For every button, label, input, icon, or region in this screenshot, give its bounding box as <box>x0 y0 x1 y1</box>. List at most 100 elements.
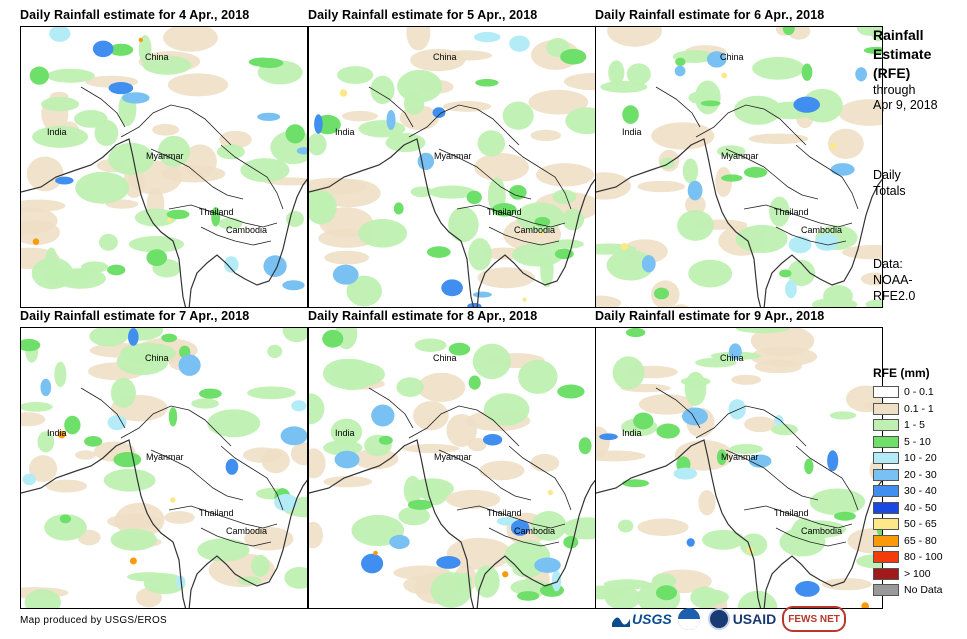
rain-area-blue <box>223 256 239 273</box>
rain-area-green <box>309 393 325 425</box>
rain-area-tan <box>845 385 882 413</box>
rain-area-green-dark <box>107 264 126 276</box>
rain-area-tan <box>638 394 694 415</box>
country-border <box>220 144 284 210</box>
rain-area-green-dark <box>863 46 882 54</box>
rain-area-green <box>41 97 80 112</box>
rain-area-blue <box>681 407 708 426</box>
rain-area-blue <box>728 343 742 360</box>
legend-item: 0 - 0.1 <box>873 384 943 401</box>
rain-area-hotspot <box>32 238 40 245</box>
rain-area-green <box>801 88 843 123</box>
rain-area-blue <box>827 450 839 472</box>
rain-area-blue <box>22 473 37 486</box>
rain-area-tan <box>290 442 307 466</box>
usgs-logo: USGS <box>612 607 672 631</box>
rain-area-green <box>739 533 768 557</box>
rain-area-green <box>110 528 157 551</box>
rain-area-green <box>769 196 790 227</box>
coastline <box>763 178 882 307</box>
country-border <box>150 148 244 200</box>
rain-area-green <box>787 259 816 287</box>
rain-area-tan <box>715 166 733 197</box>
rain-area-green-dark <box>621 479 649 488</box>
rain-area-green-dark <box>720 174 743 182</box>
rain-area-green <box>659 157 675 169</box>
rain-area-tan <box>164 511 195 524</box>
rain-area-blue <box>482 433 503 446</box>
rain-area-tan <box>838 99 882 126</box>
legend-swatch <box>873 518 899 531</box>
rainfall-panel-apr4: Daily Rainfall estimate for 4 Apr., 2018… <box>20 4 308 309</box>
country-border <box>795 445 859 511</box>
rain-area-green <box>729 444 763 455</box>
rain-area-blue <box>291 400 307 412</box>
legend-item: 80 - 100 <box>873 549 943 566</box>
rain-area-green <box>396 377 424 398</box>
rain-area-tan <box>731 374 762 385</box>
usgs-wave-icon <box>612 617 630 627</box>
legend-label: 0.1 - 1 <box>904 402 934 415</box>
rain-area-green <box>428 185 475 199</box>
rain-area-tan <box>438 50 493 61</box>
rain-area-blue <box>748 454 772 468</box>
rain-area-hotspot <box>522 297 527 302</box>
rain-area-green <box>44 514 87 541</box>
rainfall-panel-apr7: Daily Rainfall estimate for 7 Apr., 2018… <box>20 305 308 610</box>
legend-swatch <box>873 567 899 580</box>
rain-area-blue <box>474 31 501 43</box>
country-border <box>695 104 807 146</box>
rain-area-green-dark <box>322 329 344 348</box>
map-credit: Map produced by USGS/EROS <box>20 615 168 626</box>
panel-title: Daily Rainfall estimate for 7 Apr., 2018 <box>20 309 250 323</box>
place-label-india: India <box>47 428 67 438</box>
rain-area-hotspot <box>167 217 173 223</box>
rain-area-tan <box>445 489 501 509</box>
rain-area-green-dark <box>29 66 49 85</box>
place-label-china: China <box>433 52 457 62</box>
rain-area-green <box>608 60 625 85</box>
rain-area-green <box>251 554 270 577</box>
rain-area-hotspot <box>829 142 837 150</box>
rain-area-hotspot <box>502 571 509 578</box>
fewsnet-logo-text: FEWS NET <box>788 613 840 625</box>
rain-area-blue <box>257 112 281 121</box>
rain-area-green <box>626 63 651 86</box>
place-label-china: China <box>433 353 457 363</box>
place-label-india: India <box>622 428 642 438</box>
legend-swatch <box>873 435 899 448</box>
rain-area-tan <box>698 489 716 516</box>
side-title-line: (RFE) <box>873 65 911 81</box>
rain-area-blue <box>361 553 384 574</box>
rain-area-blue <box>128 328 139 346</box>
rain-area-green <box>94 119 119 147</box>
country-border <box>80 86 126 128</box>
place-label-cambodia: Cambodia <box>514 526 556 536</box>
side-through-date: Apr 9, 2018 <box>873 98 938 112</box>
rain-area-tan <box>530 453 560 472</box>
rain-area-tan <box>744 416 776 433</box>
rain-area-green-dark <box>557 384 585 399</box>
rain-area-green <box>397 69 443 103</box>
rain-area-blue <box>441 279 463 297</box>
country-border <box>438 148 532 200</box>
rain-area-hotspot <box>129 557 137 565</box>
rain-area-blue <box>795 581 820 597</box>
rain-area-tan <box>28 455 58 482</box>
place-label-myanmar: Myanmar <box>721 151 759 161</box>
rain-area-green <box>385 133 426 153</box>
rain-area-green <box>282 328 307 343</box>
rain-area-green <box>791 520 847 539</box>
place-label-thailand: Thailand <box>774 207 809 217</box>
rainfall-map: China India Myanmar Thailand Cambodia <box>595 26 883 308</box>
country-border <box>200 226 272 246</box>
rain-area-green-dark <box>716 449 727 466</box>
rain-area-blue <box>386 109 396 131</box>
legend-label: 65 - 80 <box>904 534 937 547</box>
rain-area-blue <box>599 433 618 441</box>
rain-area-green <box>652 573 677 588</box>
rain-area-green <box>284 566 307 589</box>
rain-area-blue <box>509 35 530 52</box>
rain-area-green <box>512 243 564 267</box>
rain-area-green-dark <box>146 249 168 267</box>
